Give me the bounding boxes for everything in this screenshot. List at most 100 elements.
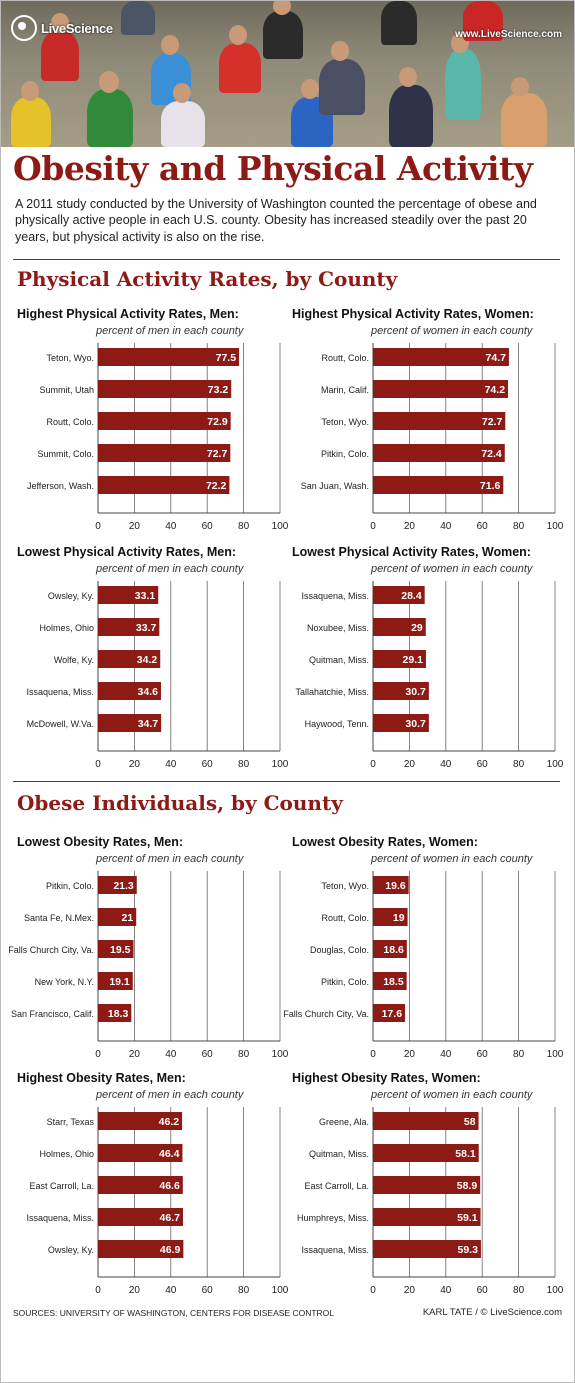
category-label: McDowell, W.Va. (27, 719, 94, 729)
x-tick-label: 60 (477, 521, 489, 532)
chart-subtitle: percent of women in each county (371, 853, 533, 865)
category-label: Starr, Texas (47, 1117, 95, 1127)
bar (98, 1004, 132, 1022)
chart-activity-high-women: Highest Physical Activity Rates, Women: … (292, 307, 572, 532)
runner-figure (381, 1, 417, 45)
runner-figure (121, 1, 155, 35)
value-label: 17.6 (382, 1008, 403, 1020)
value-label: 46.4 (159, 1148, 180, 1160)
value-label: 46.2 (159, 1116, 180, 1128)
value-label: 34.6 (138, 686, 159, 698)
chart-title: Lowest Obesity Rates, Women: (292, 835, 478, 849)
category-label: Quitman, Miss. (309, 655, 369, 665)
category-label: Wolfe, Ky. (54, 655, 94, 665)
category-label: Teton, Wyo. (322, 881, 369, 891)
chart-subtitle: percent of men in each county (96, 853, 244, 865)
x-tick-label: 40 (165, 759, 177, 770)
runner-figure (11, 97, 51, 147)
bar (373, 1112, 479, 1130)
bar (373, 908, 408, 926)
bar (373, 586, 425, 604)
value-label: 72.2 (206, 480, 227, 492)
chart-subtitle: percent of women in each county (371, 325, 533, 337)
bar (98, 380, 232, 398)
category-label: Pitkin, Colo. (321, 977, 369, 987)
logo-text: LiveScience (41, 20, 113, 36)
category-label: Holmes, Ohio (39, 623, 94, 633)
x-tick-label: 20 (404, 1049, 416, 1060)
section-title-obesity: Obese Individuals, by County (17, 791, 343, 815)
category-label: Falls Church City, Va. (8, 945, 94, 955)
category-label: Jefferson, Wash. (27, 481, 94, 491)
category-label: Haywood, Tenn. (305, 719, 369, 729)
value-label: 59.3 (457, 1244, 478, 1256)
category-label: New York, N.Y. (35, 977, 94, 987)
value-label: 72.7 (207, 448, 228, 460)
x-tick-label: 20 (129, 1285, 141, 1296)
x-tick-label: 60 (202, 759, 214, 770)
x-tick-label: 0 (95, 1285, 101, 1296)
x-tick-label: 80 (513, 1049, 525, 1060)
bar (98, 972, 133, 990)
runner-figure (501, 93, 547, 147)
x-tick-label: 20 (129, 1049, 141, 1060)
category-label: Holmes, Ohio (39, 1149, 94, 1159)
x-tick-label: 40 (165, 1049, 177, 1060)
bar (373, 682, 429, 700)
chart-subtitle: percent of women in each county (371, 1089, 533, 1101)
bar (373, 876, 409, 894)
value-label: 18.5 (383, 976, 404, 988)
section-title-activity: Physical Activity Rates, by County (17, 267, 398, 291)
category-label: Issaquena, Miss. (301, 591, 369, 601)
x-tick-label: 20 (404, 521, 416, 532)
value-label: 74.7 (486, 352, 507, 364)
chart-subtitle: percent of men in each county (96, 325, 244, 337)
category-label: Pitkin, Colo. (46, 881, 94, 891)
runner-figure (263, 11, 303, 59)
value-label: 33.7 (136, 622, 157, 634)
bar (98, 476, 230, 494)
x-tick-label: 40 (165, 1285, 177, 1296)
x-tick-label: 0 (370, 521, 376, 532)
bar (98, 682, 161, 700)
value-label: 58.9 (457, 1180, 478, 1192)
chart-activity-low-men: Lowest Physical Activity Rates, Men: per… (17, 545, 297, 770)
chart-obesity-low-women: Lowest Obesity Rates, Women: percent of … (283, 835, 572, 1060)
chart-title: Highest Obesity Rates, Women: (292, 1071, 481, 1085)
x-tick-label: 20 (129, 521, 141, 532)
x-tick-label: 0 (95, 759, 101, 770)
runner-figure (219, 43, 261, 93)
bar (373, 412, 506, 430)
category-label: Teton, Wyo. (47, 353, 94, 363)
x-tick-label: 40 (440, 759, 452, 770)
livescience-logo: LiveScience (11, 15, 113, 41)
value-label: 71.6 (480, 480, 501, 492)
bar (98, 444, 231, 462)
category-label: Greene, Ala. (319, 1117, 369, 1127)
value-label: 19 (393, 912, 405, 924)
bar (98, 412, 231, 430)
bar (373, 618, 426, 636)
bar-chart-svg: 0 20 40 60 80 100 Greene, Ala. 58 Quitman, Miss.… (297, 1107, 564, 1296)
chart-subtitle: percent of women in each county (371, 563, 533, 575)
logo-icon (11, 15, 37, 41)
bar (98, 1176, 183, 1194)
bar (98, 1208, 183, 1226)
x-tick-label: 100 (272, 1049, 289, 1060)
chart-title: Lowest Obesity Rates, Men: (17, 835, 184, 849)
x-tick-label: 100 (547, 1049, 564, 1060)
category-label: East Carroll, La. (29, 1181, 94, 1191)
bar-chart-svg: 0 20 40 60 80 100 Teton, Wyo. 77.5 Summit, Utah 7… (27, 343, 289, 532)
bar (373, 972, 407, 990)
category-label: Tallahatchie, Miss. (295, 687, 369, 697)
x-tick-label: 60 (202, 521, 214, 532)
x-tick-label: 60 (477, 1049, 489, 1060)
bar (98, 1144, 183, 1162)
chart-obesity-high-women: Highest Obesity Rates, Women: percent of… (292, 1071, 572, 1296)
value-label: 72.9 (207, 416, 228, 428)
category-label: Routt, Colo. (321, 353, 369, 363)
value-label: 58.1 (455, 1148, 476, 1160)
category-label: Douglas, Colo. (310, 945, 369, 955)
runner-figure (389, 85, 433, 147)
